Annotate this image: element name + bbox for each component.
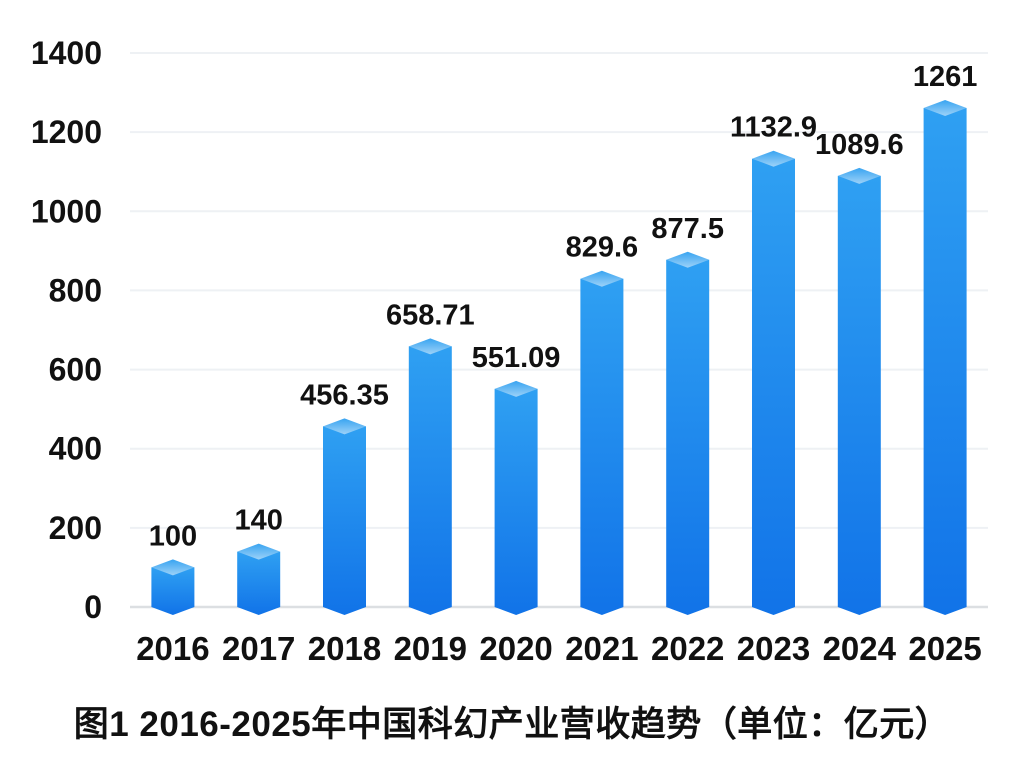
bar-value-label: 829.6 (566, 232, 639, 264)
y-tick-label: 1200 (31, 114, 102, 150)
bar-cap-2021 (580, 270, 624, 287)
x-axis-label: 2022 (651, 630, 724, 667)
x-axis-label: 2019 (394, 630, 467, 667)
x-axis-label: 2018 (308, 630, 381, 667)
bar-cap-2019 (408, 338, 452, 355)
bar-2019 (408, 346, 452, 615)
bar-cap-2025 (923, 100, 967, 117)
bar-value-label: 658.71 (386, 299, 475, 331)
y-tick-label: 400 (49, 431, 102, 467)
y-tick-label: 0 (84, 589, 102, 625)
bar-cap-2022 (666, 251, 710, 268)
bar-cap-2018 (323, 418, 366, 435)
bar-2022 (666, 259, 710, 615)
bar-2017 (237, 551, 281, 615)
bar-cap-2017 (237, 543, 281, 560)
bar-value-label: 100 (149, 520, 197, 552)
x-axis-label: 2023 (737, 630, 810, 667)
x-axis-label: 2016 (136, 630, 209, 667)
bar-value-label: 140 (235, 505, 283, 537)
bar-value-label: 456.35 (300, 379, 389, 411)
bar-value-label: 877.5 (651, 213, 724, 245)
bar-cap-2020 (494, 380, 538, 397)
bar-2018 (323, 426, 366, 615)
bar-2025 (923, 108, 967, 616)
x-axis-label: 2025 (908, 630, 981, 667)
bar-cap-2023 (752, 150, 795, 167)
x-axis-label: 2021 (565, 630, 638, 667)
y-tick-label: 1400 (31, 35, 102, 71)
y-tick-label: 600 (49, 352, 102, 388)
bar-chart: 0 200 400 600 800 1000 1200 1400 100 2016 140 2017 4… (31, 35, 988, 667)
y-tick-label: 800 (49, 272, 102, 308)
bar-2016 (151, 567, 195, 615)
bar-value-label: 1089.6 (815, 129, 904, 161)
bar-2024 (837, 175, 881, 615)
x-axis-label: 2017 (222, 630, 295, 667)
bar-cap-2024 (837, 167, 881, 184)
bar-2021 (580, 278, 624, 615)
chart-title: 图1 2016-2025年中国科幻产业营收趋势（单位：亿元） (73, 705, 951, 744)
bar-cap-2016 (151, 559, 195, 576)
bar-value-label: 1261 (913, 61, 978, 93)
x-axis-label: 2024 (823, 630, 897, 667)
bar-2020 (494, 388, 538, 615)
bar-2023 (752, 158, 795, 615)
y-tick-label: 1000 (31, 193, 102, 229)
bar-value-label: 551.09 (472, 342, 561, 374)
bar-value-label: 1132.9 (730, 112, 817, 144)
x-axis-label: 2020 (479, 630, 552, 667)
y-tick-label: 200 (49, 510, 102, 546)
